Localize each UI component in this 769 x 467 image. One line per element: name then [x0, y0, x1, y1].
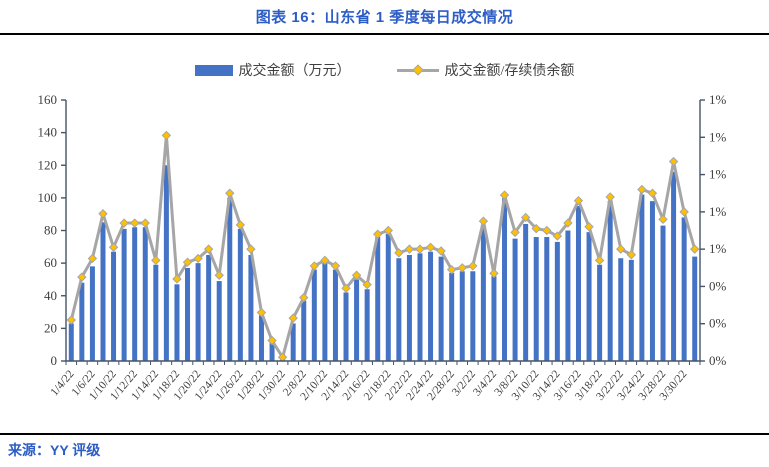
legend-line-label: 成交金额/存续债余额 — [444, 64, 575, 79]
svg-text:1%: 1% — [709, 204, 727, 219]
svg-text:140: 140 — [38, 125, 58, 140]
svg-text:0%: 0% — [709, 316, 727, 331]
svg-text:1%: 1% — [709, 241, 727, 256]
svg-text:160: 160 — [38, 92, 58, 107]
legend-item-bar-series: 成交金额（万元） — [194, 60, 351, 80]
svg-text:0: 0 — [51, 353, 58, 368]
svg-text:20: 20 — [44, 320, 57, 335]
top-divider — [0, 33, 769, 35]
svg-text:100: 100 — [38, 190, 58, 205]
svg-text:80: 80 — [44, 223, 57, 238]
line-marker-swatch-icon — [396, 63, 439, 76]
svg-text:0%: 0% — [709, 278, 727, 293]
svg-text:1%: 1% — [709, 167, 727, 182]
svg-text:0%: 0% — [709, 353, 727, 368]
svg-text:1%: 1% — [709, 92, 727, 107]
chart-legend: 成交金额（万元） 成交金额/存续债余额 — [0, 60, 769, 80]
figure-title: 图表 16：山东省 1 季度每日成交情况 — [255, 9, 514, 26]
bottom-divider — [0, 433, 769, 435]
svg-text:120: 120 — [38, 157, 58, 172]
svg-text:40: 40 — [44, 288, 57, 303]
bar-swatch-icon — [194, 64, 233, 76]
legend-item-line-series: 成交金额/存续债余额 — [396, 60, 575, 80]
source-note: 来源：YY 评级 — [8, 442, 101, 458]
legend-bar-label: 成交金额（万元） — [238, 64, 351, 79]
svg-text:60: 60 — [44, 255, 57, 270]
svg-text:1%: 1% — [709, 129, 727, 144]
